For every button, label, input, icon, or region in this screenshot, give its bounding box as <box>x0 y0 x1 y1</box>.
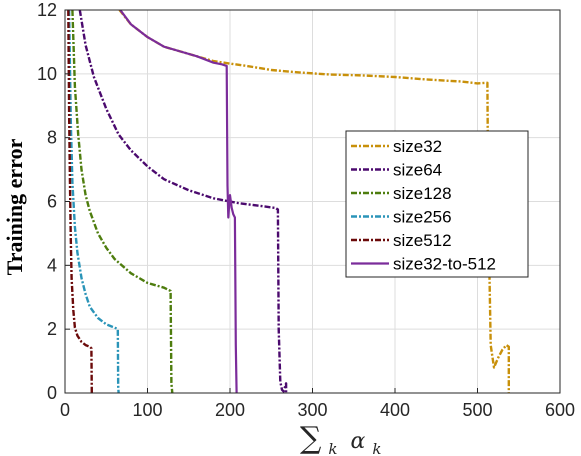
x-axis-label-sum: ∑ <box>300 421 322 456</box>
y-tick-label: 8 <box>47 128 57 148</box>
legend: size32 size64 size128 size256 size512 size32-… <box>345 130 529 278</box>
x-tick-label: 300 <box>297 400 327 420</box>
x-axis-label-sub: k <box>328 440 337 456</box>
x-tick-label: 0 <box>60 400 70 420</box>
series-line-size64 <box>78 10 288 393</box>
series-line-size128 <box>71 10 174 393</box>
series-line-size32-to-512 <box>119 10 238 393</box>
x-tick-label: 100 <box>132 400 162 420</box>
y-axis-label: Training error <box>2 138 27 275</box>
series-line-size512 <box>67 10 93 393</box>
legend-label-size32: size32 <box>393 137 442 156</box>
legend-label-size128: size128 <box>393 184 452 203</box>
x-axis-label: ∑ k α k <box>300 421 381 456</box>
legend-label-size64: size64 <box>393 161 442 180</box>
x-tick-label: 400 <box>380 400 410 420</box>
legend-box <box>345 130 529 278</box>
y-tick-label: 10 <box>37 64 57 84</box>
y-tick-label: 2 <box>47 319 57 339</box>
y-tick-label: 4 <box>47 255 57 275</box>
y-tick-label: 12 <box>37 0 57 20</box>
x-tick-label: 200 <box>215 400 245 420</box>
tick-labels: 0 100 200 300 400 500 600 0 2 4 6 8 10 12 <box>37 0 575 420</box>
x-tick-label: 500 <box>462 400 492 420</box>
legend-label-size32-to-512: size32-to-512 <box>393 255 496 274</box>
y-tick-label: 6 <box>47 192 57 212</box>
x-axis-label-alpha-sub: k <box>372 440 381 456</box>
series-line-size256 <box>67 10 120 393</box>
x-tick-label: 600 <box>545 400 575 420</box>
x-axis-label-alpha: α <box>351 429 366 454</box>
y-tick-label: 0 <box>47 383 57 403</box>
series-layer <box>67 10 510 393</box>
legend-label-size512: size512 <box>393 231 452 250</box>
legend-label-size256: size256 <box>393 208 452 227</box>
